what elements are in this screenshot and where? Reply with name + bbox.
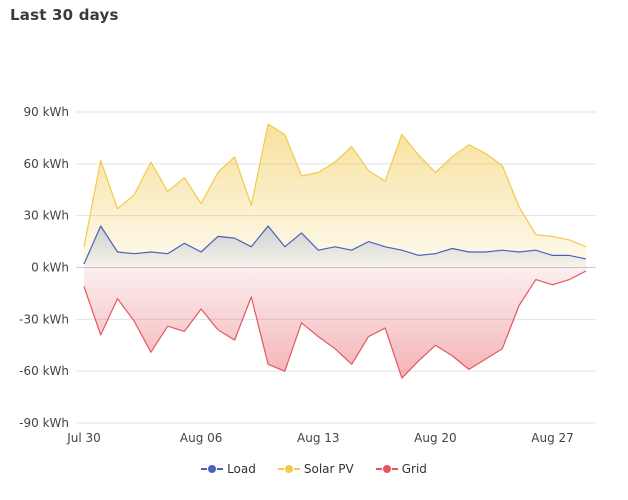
grid-area	[84, 267, 586, 379]
y-tick-label: -90 kWh	[19, 416, 69, 430]
legend-marker-icon	[277, 463, 300, 475]
legend-marker-icon	[201, 463, 224, 475]
grid-series-line[interactable]	[83, 270, 587, 379]
x-axis-ticks: Jul 30 Aug 06 Aug 13 Aug 20 Aug 27	[66, 431, 574, 445]
x-tick-label: Jul 30	[66, 431, 101, 445]
legend-item-solar-pv[interactable]: Solar PV	[277, 462, 354, 476]
y-tick-label: -30 kWh	[19, 312, 69, 326]
solar-pv-series-line[interactable]	[83, 123, 587, 248]
y-axis-ticks: 90 kWh 60 kWh 30 kWh 0 kWh -30 kWh -60 kWh -90…	[19, 105, 69, 430]
energy-area-chart[interactable]: 90 kWh 60 kWh 30 kWh 0 kWh -30 kWh -60 kWh -90…	[0, 0, 628, 458]
series-areas	[84, 124, 586, 379]
x-tick-label: Aug 20	[414, 431, 457, 445]
solar-pv-area	[84, 124, 586, 268]
legend-item-load[interactable]: Load	[201, 462, 256, 476]
x-tick-label: Aug 27	[531, 431, 574, 445]
chart-legend: Load Solar PV Grid	[0, 462, 628, 476]
series-lines	[83, 123, 587, 379]
legend-label: Load	[227, 462, 256, 476]
y-tick-label: -60 kWh	[19, 364, 69, 378]
legend-label: Solar PV	[303, 462, 354, 476]
y-tick-label: 60 kWh	[23, 157, 69, 171]
legend-item-grid[interactable]: Grid	[375, 462, 427, 476]
x-tick-label: Aug 06	[180, 431, 223, 445]
legend-label: Grid	[401, 462, 427, 476]
y-tick-label: 30 kWh	[23, 209, 69, 223]
y-tick-label: 90 kWh	[23, 105, 69, 119]
card-title: Last 30 days	[10, 6, 119, 24]
x-tick-label: Aug 13	[297, 431, 340, 445]
y-tick-label: 0 kWh	[31, 261, 69, 275]
legend-marker-icon	[375, 463, 398, 475]
load-area	[84, 226, 586, 268]
load-series-line[interactable]	[83, 225, 587, 265]
